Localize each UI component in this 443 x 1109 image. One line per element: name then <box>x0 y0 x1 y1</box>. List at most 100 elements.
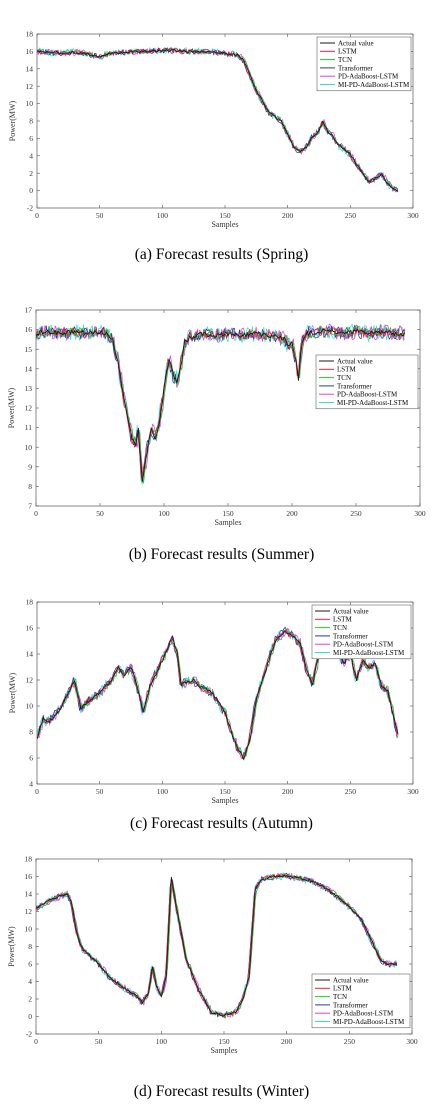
x-tick-label: 50 <box>96 211 104 220</box>
x-axis-label: Samples <box>214 518 241 527</box>
legend-box <box>315 354 419 410</box>
legend-entry: MI-PD-AdaBoost-LSTM <box>333 649 405 657</box>
legend-entry: LSTM <box>337 366 356 374</box>
series-line-5 <box>36 323 406 473</box>
legend-entry: LSTM <box>333 985 352 993</box>
y-tick-label: 16 <box>26 624 34 633</box>
y-axis-label: Power(MW) <box>7 387 16 428</box>
series-group <box>37 46 399 193</box>
x-tick-label: 150 <box>219 211 231 220</box>
y-tick-label: 4 <box>29 151 33 160</box>
x-tick-label: 50 <box>96 787 104 796</box>
x-tick-label: 100 <box>157 211 169 220</box>
y-tick-label: 15 <box>25 345 33 354</box>
y-tick-label: 2 <box>28 995 32 1004</box>
x-axis-label: Samples <box>211 220 238 229</box>
y-tick-label: 6 <box>29 134 33 143</box>
y-tick-label: 2 <box>29 169 33 178</box>
legend-entry: Actual value <box>333 976 369 984</box>
x-tick-label: 200 <box>282 211 294 220</box>
y-tick-label: 14 <box>25 890 33 899</box>
chart-autumn: 0 50 100 150 200 250 300 4 6 8 10 12 14 16 18 Samples Po… <box>8 598 419 805</box>
legend-entry: LSTM <box>338 48 357 56</box>
x-tick-label: 200 <box>281 1037 293 1046</box>
x-tick-label: 250 <box>345 211 357 220</box>
legend-entry: Transformer <box>337 382 372 390</box>
y-tick-label: 0 <box>28 1012 32 1021</box>
legend-box <box>311 973 411 1029</box>
legend-entry: MI-PD-AdaBoost-LSTM <box>333 1018 405 1026</box>
y-tick-label: -2 <box>26 1030 32 1039</box>
x-tick-label: 0 <box>34 509 38 518</box>
y-tick-label: 18 <box>26 30 34 39</box>
y-axis-label: Power(MW) <box>8 100 17 141</box>
y-tick-label: 16 <box>26 47 34 56</box>
y-tick-label: 10 <box>26 99 34 108</box>
chart-panel-autumn: 0 50 100 150 200 250 300 4 6 8 10 12 14 16 18 Samples Po… <box>0 580 443 810</box>
x-tick-label: 300 <box>407 787 419 796</box>
chart-panel-winter: 0 50 100 150 200 250 300 -2 0 2 4 6 8 10 12 14 16 18 Sampl… <box>0 849 443 1069</box>
legend-box <box>311 604 412 660</box>
series-group <box>36 872 398 1019</box>
y-tick-label: 6 <box>28 960 32 969</box>
x-tick-label: 100 <box>156 1037 168 1046</box>
legend-entry: Transformer <box>338 64 373 72</box>
legend-entry: Transformer <box>333 1001 368 1009</box>
y-tick-label: 17 <box>25 306 33 315</box>
x-tick-label: 100 <box>157 787 169 796</box>
legend-entry: Actual value <box>337 357 373 365</box>
y-tick-label: 14 <box>26 650 34 659</box>
legend-entry: LSTM <box>333 616 352 624</box>
x-tick-label: 300 <box>406 1037 418 1046</box>
legend-entry: MI-PD-AdaBoost-LSTM <box>337 399 409 407</box>
chart-summer: 0 50 100 150 200 250 300 7 8 9 10 11 12 13 14 15 16 17 Sam… <box>7 306 426 527</box>
y-tick-label: 10 <box>25 925 33 934</box>
legend-entry: TCN <box>333 624 347 632</box>
y-axis-label: Power(MW) <box>7 926 16 967</box>
y-tick-label: 6 <box>29 754 33 763</box>
y-axis-label: Power(MW) <box>8 672 17 713</box>
x-tick-label: 0 <box>35 787 39 796</box>
x-tick-label: 250 <box>344 1037 356 1046</box>
y-tick-label: 12 <box>25 404 33 413</box>
x-axis-label: Samples <box>210 1046 237 1055</box>
y-tick-label: 8 <box>28 942 32 951</box>
x-tick-label: 300 <box>407 211 419 220</box>
chart-caption-summer: (b) Forecast results (Summer) <box>128 546 315 563</box>
y-tick-label: 8 <box>29 728 33 737</box>
legend-entry: PD-AdaBoost-LSTM <box>337 391 398 399</box>
y-tick-label: 16 <box>25 325 33 334</box>
x-tick-label: 0 <box>34 1037 38 1046</box>
legend-entry: MI-PD-AdaBoost-LSTM <box>338 81 410 89</box>
y-tick-label: 4 <box>28 977 32 986</box>
series-line-2 <box>37 48 399 191</box>
y-tick-label: 10 <box>26 702 34 711</box>
legend-entry: TCN <box>333 993 347 1001</box>
y-tick-label: 16 <box>25 872 33 881</box>
legend-entry: TCN <box>338 56 352 64</box>
y-tick-label: 10 <box>25 443 33 452</box>
series-line-1 <box>36 328 406 482</box>
legend-entry: TCN <box>337 374 351 382</box>
x-tick-label: 150 <box>222 509 234 518</box>
y-tick-label: 8 <box>29 117 33 126</box>
x-tick-label: 0 <box>35 211 39 220</box>
y-tick-label: 14 <box>25 364 33 373</box>
series-line-3 <box>36 325 405 484</box>
y-tick-label: -2 <box>27 204 33 213</box>
x-tick-label: 300 <box>414 509 426 518</box>
chart-caption-autumn: (c) Forecast results (Autumn) <box>130 815 313 832</box>
y-tick-label: 11 <box>25 423 32 432</box>
legend-entry: Actual value <box>333 607 369 615</box>
chart-caption-winter: (d) Forecast results (Winter) <box>133 1083 310 1100</box>
x-tick-label: 150 <box>218 1037 230 1046</box>
y-tick-label: 8 <box>28 482 32 491</box>
y-tick-label: 18 <box>25 855 33 864</box>
legend-entry: Transformer <box>333 632 368 640</box>
y-tick-label: 12 <box>26 676 34 685</box>
x-tick-label: 100 <box>158 509 170 518</box>
y-tick-label: 9 <box>28 462 32 471</box>
y-tick-label: 13 <box>25 384 33 393</box>
legend-entry: PD-AdaBoost-LSTM <box>338 73 399 81</box>
x-axis-label: Samples <box>211 796 238 805</box>
